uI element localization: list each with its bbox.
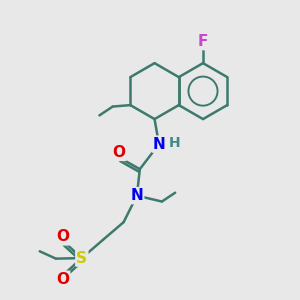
Text: S: S <box>76 250 87 266</box>
Text: N: N <box>153 136 165 152</box>
Text: H: H <box>168 136 180 150</box>
Text: O: O <box>56 230 69 244</box>
Text: N: N <box>130 188 143 203</box>
Text: O: O <box>113 145 126 160</box>
Text: F: F <box>198 34 208 49</box>
Text: O: O <box>56 272 69 287</box>
